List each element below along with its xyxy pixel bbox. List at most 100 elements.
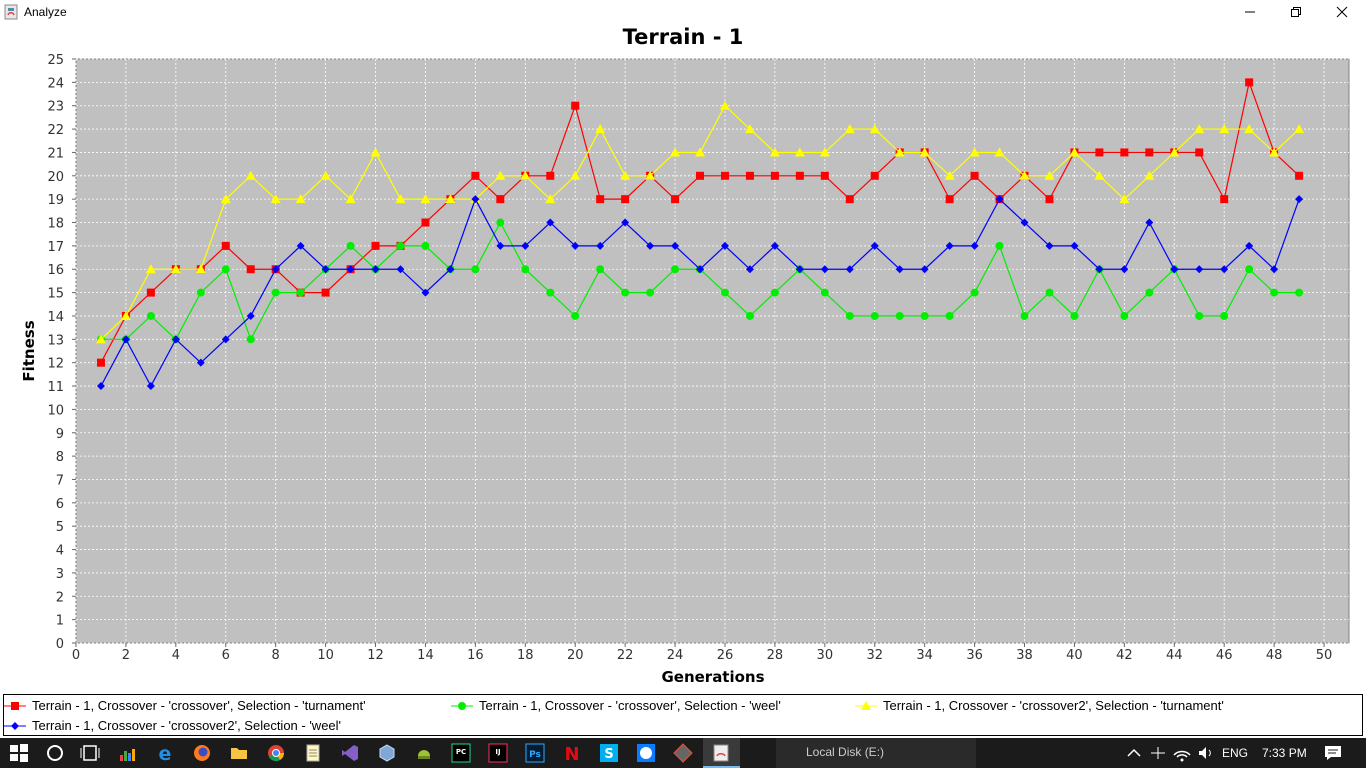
title-bar: Analyze [0,0,1366,24]
messenger-icon[interactable] [636,743,656,763]
x-tick-label: 36 [966,648,983,663]
x-tick-label: 22 [617,648,634,663]
photoshop-icon[interactable]: Ps [525,743,545,763]
input-method-icon[interactable] [1148,743,1168,763]
data-point [1045,288,1054,297]
wifi-icon[interactable] [1172,743,1192,763]
svg-text:N: N [564,744,579,763]
y-tick-label: 17 [47,240,64,255]
y-tick-label: 14 [47,310,64,325]
svg-text:IJ: IJ [495,748,500,756]
visual-studio-icon[interactable] [340,743,360,763]
language-indicator[interactable]: ENG [1222,746,1249,760]
git-icon[interactable] [673,743,693,763]
data-point [296,288,305,297]
intellij-icon[interactable]: IJ [488,743,508,763]
data-point [1070,311,1079,320]
y-tick-label: 10 [47,403,64,418]
data-point [371,265,380,274]
data-point [970,288,979,297]
data-point [1095,265,1104,274]
series-2 [95,100,1305,344]
data-point [844,124,855,134]
app-icon-1[interactable] [118,743,138,763]
firefox-icon[interactable] [192,743,212,763]
notifications-icon[interactable] [1323,743,1343,763]
close-button[interactable] [1319,0,1365,24]
series-layer [95,78,1305,391]
data-point [1295,171,1304,180]
data-point [945,195,954,204]
y-tick-label: 13 [47,333,64,348]
data-point [145,264,156,274]
data-point [1220,311,1229,320]
y-tick-label: 11 [47,380,64,395]
skype-icon[interactable]: S [599,743,619,763]
data-point [596,195,605,204]
x-tick-label: 28 [767,648,784,663]
y-tick-label: 6 [56,497,64,512]
pycharm-icon[interactable]: PC [451,743,471,763]
x-tick-label: 10 [317,648,334,663]
virtualbox-icon[interactable] [377,743,397,763]
data-point [146,288,155,297]
data-point [620,170,631,180]
data-point [621,195,630,204]
data-point [445,194,456,204]
data-point [346,241,355,250]
y-tick-label: 3 [56,567,64,582]
restore-button[interactable] [1273,0,1319,24]
data-point [945,241,954,250]
chevron-up-icon[interactable] [1124,743,1144,763]
window-preview-tab[interactable]: Local Disk (E:) [776,738,976,768]
legend-item-yellow: Terrain - 1, Crossover - 'crossover2', S… [855,698,1224,713]
data-point [570,170,581,180]
data-point [1044,170,1055,180]
clock[interactable]: 7:33 PM [1262,746,1307,760]
data-point [1220,265,1229,274]
file-explorer-icon[interactable] [229,743,249,763]
x-tick-label: 18 [517,648,534,663]
data-point [819,147,830,157]
data-point [545,194,556,204]
data-point [596,265,605,274]
search-circle-icon[interactable] [45,743,65,763]
task-view-icon[interactable] [80,743,100,763]
data-point [970,171,979,180]
data-point [1245,265,1254,274]
data-point [1019,170,1030,180]
volume-icon[interactable] [1196,743,1216,763]
data-point [395,194,406,204]
data-point [96,358,105,367]
data-point [1195,148,1204,157]
data-point [745,171,754,180]
data-point [496,218,505,227]
data-point [1045,195,1054,204]
x-axis-label: Generations [661,668,764,686]
data-point [770,241,779,250]
data-point [994,147,1005,157]
data-point [321,288,330,297]
windows-start-icon[interactable] [9,743,29,763]
data-point [870,311,879,320]
data-point [944,170,955,180]
x-tick-label: 44 [1166,648,1183,663]
edge-icon[interactable]: e [155,743,175,763]
notepad-icon[interactable] [303,743,323,763]
y-tick-label: 1 [56,614,64,629]
x-tick-label: 8 [272,648,280,663]
data-point [1144,170,1155,180]
data-point [646,288,655,297]
minimize-button[interactable] [1227,0,1273,24]
data-point [1094,170,1105,180]
android-studio-icon[interactable] [414,743,434,763]
y-tick-label: 2 [56,590,64,605]
y-tick-label: 7 [56,473,64,488]
active-app-highlight[interactable] [703,738,740,768]
data-point [345,194,356,204]
chrome-icon[interactable] [266,743,286,763]
data-point [596,241,605,250]
data-point [745,265,754,274]
data-point [1295,288,1304,297]
netflix-icon[interactable]: N [562,743,582,763]
